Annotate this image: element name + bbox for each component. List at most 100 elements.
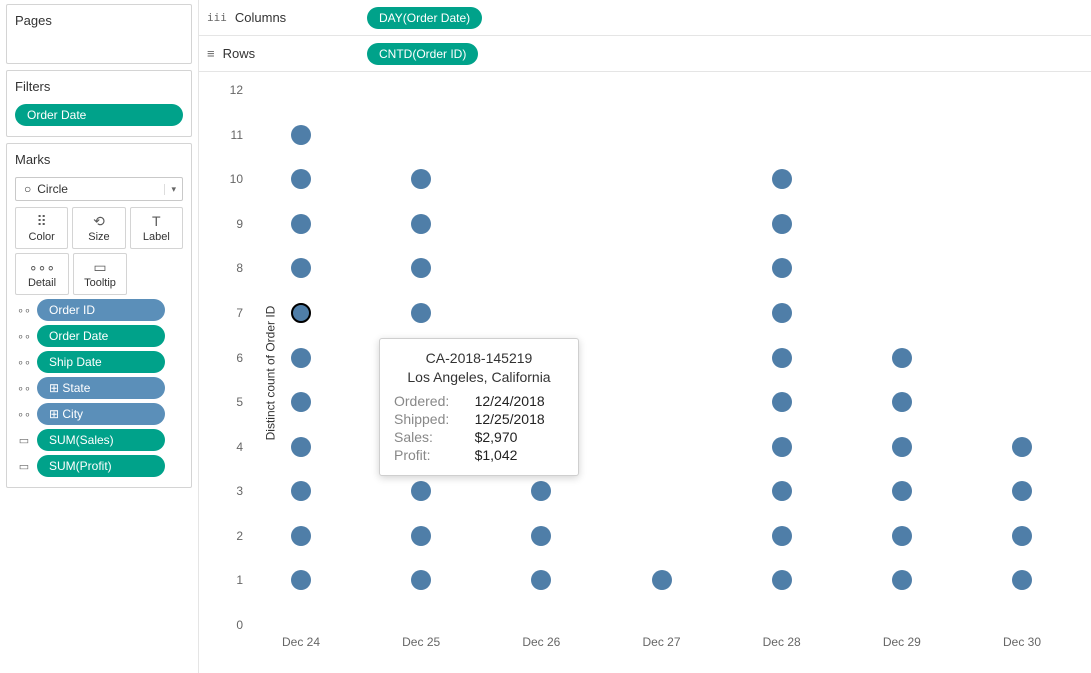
mark-lead-icon: ∘∘ — [15, 356, 33, 369]
data-point[interactable] — [411, 481, 431, 501]
mark-lead-icon: ∘∘ — [15, 408, 33, 421]
data-point[interactable] — [291, 258, 311, 278]
rows-icon: ≡ — [207, 46, 215, 61]
marks-title: Marks — [15, 152, 183, 167]
tooltip-value: 12/25/2018 — [475, 411, 564, 427]
label-button-icon: T — [152, 213, 161, 229]
data-point[interactable] — [291, 526, 311, 546]
data-point[interactable] — [531, 481, 551, 501]
mark-lead-icon: ∘∘ — [15, 304, 33, 317]
dropdown-caret-icon: ▾ — [164, 184, 176, 195]
mark-lead-icon: ▭ — [15, 434, 33, 447]
data-point[interactable] — [892, 392, 912, 412]
marks-pill-row: ∘∘ Order ID — [15, 299, 183, 321]
mark-pill[interactable]: SUM(Profit) — [37, 455, 165, 477]
color-button-label: Color — [29, 231, 55, 243]
columns-icon: iii — [207, 11, 227, 24]
detail-button[interactable]: ∘∘∘Detail — [15, 253, 69, 295]
data-point[interactable] — [892, 526, 912, 546]
y-tick: 1 — [236, 573, 251, 587]
data-point[interactable] — [291, 125, 311, 145]
tooltip-button-label: Tooltip — [84, 277, 116, 289]
data-point[interactable] — [892, 437, 912, 457]
tooltip-key: Ordered: — [394, 393, 469, 409]
tooltip-button-icon: ▭ — [93, 259, 106, 275]
data-point[interactable] — [291, 214, 311, 234]
y-tick: 9 — [236, 217, 251, 231]
data-point[interactable] — [291, 348, 311, 368]
pages-card: Pages — [6, 4, 192, 64]
data-point[interactable] — [411, 169, 431, 189]
data-point[interactable] — [411, 258, 431, 278]
color-button[interactable]: ⠿Color — [15, 207, 68, 249]
filter-pill[interactable]: Order Date — [15, 104, 183, 126]
data-point[interactable] — [411, 526, 431, 546]
mark-pill[interactable]: Order Date — [37, 325, 165, 347]
x-tick: Dec 27 — [642, 625, 680, 649]
marks-pill-row: ∘∘Order Date — [15, 325, 183, 347]
data-point[interactable] — [772, 348, 792, 368]
chart-viewport[interactable]: Distinct count of Order ID 0123456789101… — [199, 72, 1091, 673]
data-point[interactable] — [1012, 570, 1032, 590]
data-point[interactable] — [531, 570, 551, 590]
data-point[interactable] — [892, 570, 912, 590]
mark-lead-icon: ∘∘ — [15, 382, 33, 395]
data-point[interactable] — [411, 303, 431, 323]
x-tick: Dec 29 — [883, 625, 921, 649]
data-point-highlighted[interactable] — [291, 303, 311, 323]
data-point[interactable] — [772, 214, 792, 234]
data-point[interactable] — [772, 392, 792, 412]
label-button[interactable]: T Label — [130, 207, 183, 249]
data-point[interactable] — [291, 437, 311, 457]
tooltip-value: $2,970 — [475, 429, 564, 445]
data-point[interactable] — [772, 437, 792, 457]
columns-shelf[interactable]: iii Columns DAY(Order Date) — [199, 0, 1091, 36]
data-point[interactable] — [772, 481, 792, 501]
data-point[interactable] — [652, 570, 672, 590]
columns-label: Columns — [235, 10, 286, 25]
data-point[interactable] — [892, 481, 912, 501]
rows-shelf[interactable]: ≡ Rows CNTD(Order ID) — [199, 36, 1091, 72]
data-point[interactable] — [291, 169, 311, 189]
mark-pill[interactable]: ⊞ City — [37, 403, 165, 425]
label-button-label: Label — [143, 231, 170, 243]
tooltip-order-id: CA-2018-145219 — [394, 349, 564, 368]
x-tick: Dec 28 — [763, 625, 801, 649]
data-point[interactable] — [531, 526, 551, 546]
data-point[interactable] — [772, 570, 792, 590]
mark-pill[interactable]: SUM(Sales) — [37, 429, 165, 451]
size-button[interactable]: ⟲ Size — [72, 207, 125, 249]
data-point[interactable] — [772, 526, 792, 546]
size-button-icon: ⟲ — [93, 213, 105, 229]
detail-button-label: Detail — [28, 277, 56, 289]
data-point[interactable] — [892, 348, 912, 368]
y-tick: 3 — [236, 484, 251, 498]
data-point[interactable] — [1012, 526, 1032, 546]
data-point[interactable] — [291, 392, 311, 412]
marks-pill-row: ▭ SUM(Profit) — [15, 455, 183, 477]
y-tick: 2 — [236, 529, 251, 543]
rows-pill[interactable]: CNTD(Order ID) — [367, 43, 478, 65]
mark-pill[interactable]: Ship Date — [37, 351, 165, 373]
data-point[interactable] — [411, 214, 431, 234]
mark-shape-dropdown[interactable]: ○ Circle ▾ — [15, 177, 183, 201]
mark-pill[interactable]: Order ID — [37, 299, 165, 321]
x-tick: Dec 25 — [402, 625, 440, 649]
circle-icon: ○ — [24, 182, 31, 196]
mark-pill[interactable]: ⊞ State — [37, 377, 165, 399]
data-point[interactable] — [291, 570, 311, 590]
size-button-label: Size — [88, 231, 109, 243]
data-point[interactable] — [411, 570, 431, 590]
data-point[interactable] — [1012, 437, 1032, 457]
data-point[interactable] — [772, 169, 792, 189]
tooltip-button[interactable]: ▭ Tooltip — [73, 253, 127, 295]
tooltip-location: Los Angeles, California — [394, 368, 564, 387]
data-point[interactable] — [1012, 481, 1032, 501]
tooltip: CA-2018-145219Los Angeles, California Ord… — [379, 338, 579, 476]
columns-pill[interactable]: DAY(Order Date) — [367, 7, 482, 29]
data-point[interactable] — [772, 258, 792, 278]
data-point[interactable] — [291, 481, 311, 501]
data-point[interactable] — [772, 303, 792, 323]
mark-lead-icon: ▭ — [15, 460, 33, 473]
marks-card: Marks ○ Circle ▾ ⠿Color ⟲ Size T Label ∘∘∘De… — [6, 143, 192, 488]
